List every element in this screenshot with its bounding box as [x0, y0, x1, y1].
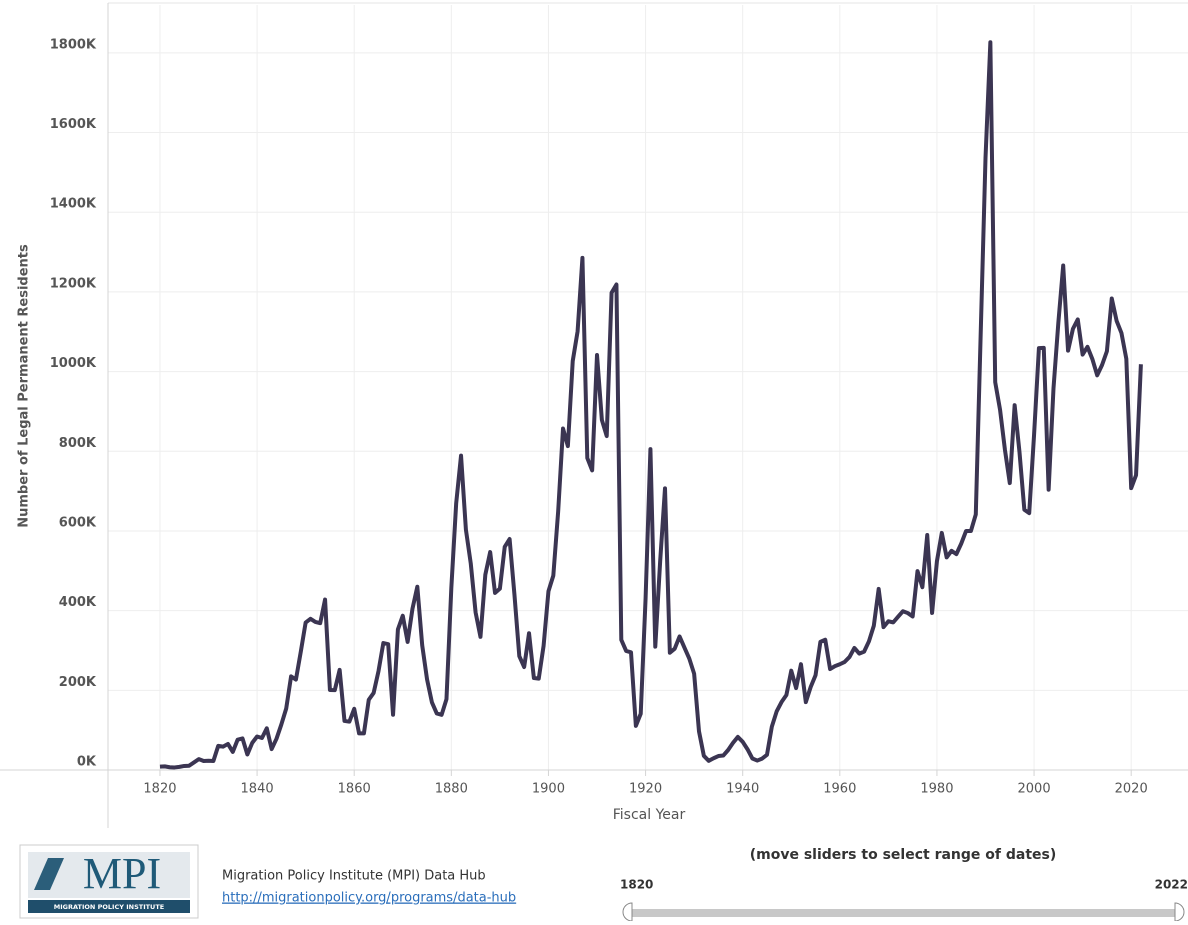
y-tick-label: 200K: [59, 675, 97, 690]
y-tick-label: 0K: [77, 755, 97, 770]
slider-start-label: 1820: [620, 878, 653, 892]
slider-track: [628, 909, 1178, 917]
x-tick-label: 2020: [1115, 782, 1148, 797]
x-tick-label: 1920: [629, 782, 662, 797]
logo-mark: [34, 858, 64, 890]
y-tick-label: 1000K: [50, 356, 97, 371]
source-text: Migration Policy Institute (MPI) Data Hu…: [222, 869, 486, 884]
y-tick-label: 600K: [59, 515, 97, 530]
y-axis-label: Number of Legal Permanent Residents: [17, 244, 32, 528]
logo-subtext: MIGRATION POLICY INSTITUTE: [54, 903, 164, 911]
y-tick-label: 1600K: [50, 117, 97, 132]
source-link[interactable]: http://migrationpolicy.org/programs/data…: [222, 891, 516, 906]
y-tick-label: 800K: [59, 436, 97, 451]
slider-title: (move sliders to select range of dates): [750, 847, 1057, 863]
y-tick-label: 1400K: [50, 197, 97, 212]
x-tick-label: 1940: [726, 782, 759, 797]
y-tick-label: 400K: [59, 595, 97, 610]
logo-sub-band: [28, 900, 190, 913]
x-tick-label: 1860: [338, 782, 371, 797]
x-tick-label: 1960: [823, 782, 856, 797]
y-tick-label: 1800K: [50, 37, 97, 52]
x-tick-label: 1820: [143, 782, 176, 797]
slider-end-label: 2022: [1155, 878, 1188, 892]
x-tick-label: 2000: [1018, 782, 1051, 797]
x-tick-label: 1840: [241, 782, 274, 797]
logo-text: MPI: [83, 849, 161, 898]
data-line: [159, 40, 1143, 770]
x-tick-label: 1880: [435, 782, 468, 797]
logo: MPI MIGRATION POLICY INSTITUTE: [19, 844, 199, 919]
x-tick-label: 1980: [920, 782, 953, 797]
y-tick-label: 1200K: [50, 276, 97, 291]
x-tick-label: 1900: [532, 782, 565, 797]
x-axis-label: Fiscal Year: [613, 807, 686, 823]
